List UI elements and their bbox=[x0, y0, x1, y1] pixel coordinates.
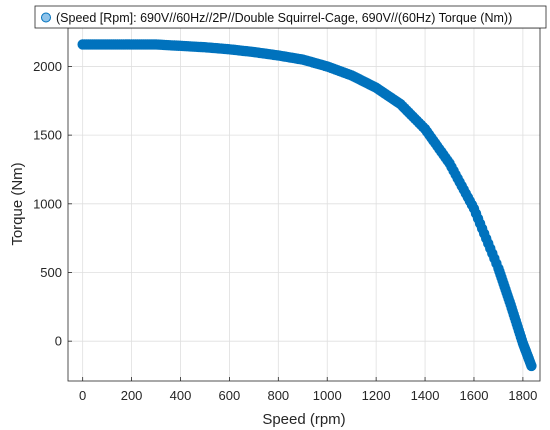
y-axis-title: Torque (Nm) bbox=[9, 162, 26, 245]
x-tick-label: 400 bbox=[170, 388, 192, 403]
y-tick-label: 2000 bbox=[33, 59, 62, 74]
x-tick-label: 1200 bbox=[362, 388, 391, 403]
x-tick-label: 800 bbox=[267, 388, 289, 403]
legend-box bbox=[34, 5, 547, 29]
series-markers bbox=[77, 39, 537, 372]
y-tick-label: 500 bbox=[40, 265, 62, 280]
x-tick-label: 1800 bbox=[508, 388, 537, 403]
y-tick-label: 0 bbox=[55, 334, 62, 349]
x-tick-label: 1400 bbox=[411, 388, 440, 403]
x-tick-label: 0 bbox=[79, 388, 86, 403]
grid-lines bbox=[68, 28, 540, 381]
legend-label: (Speed [Rpm]: 690V//60Hz//2P//Double Squ… bbox=[56, 11, 512, 25]
x-tick-label: 1600 bbox=[460, 388, 489, 403]
y-tick-label: 1000 bbox=[33, 196, 62, 211]
x-axis-ticks: 0 200 400 600 800 1000 1200 1400 1600 1800 bbox=[79, 377, 537, 403]
legend: (Speed [Rpm]: 690V//60Hz//2P//Double Squ… bbox=[34, 5, 547, 29]
x-tick-label: 1000 bbox=[313, 388, 342, 403]
x-axis-title: Speed (rpm) bbox=[262, 411, 345, 428]
data-point bbox=[526, 360, 537, 372]
y-tick-label: 1500 bbox=[33, 128, 62, 143]
legend-marker bbox=[41, 12, 51, 23]
x-tick-label: 600 bbox=[219, 388, 241, 403]
x-tick-label: 200 bbox=[121, 388, 143, 403]
plot-area bbox=[68, 28, 540, 381]
y-axis-ticks: 0 500 1000 1500 2000 bbox=[33, 59, 72, 349]
